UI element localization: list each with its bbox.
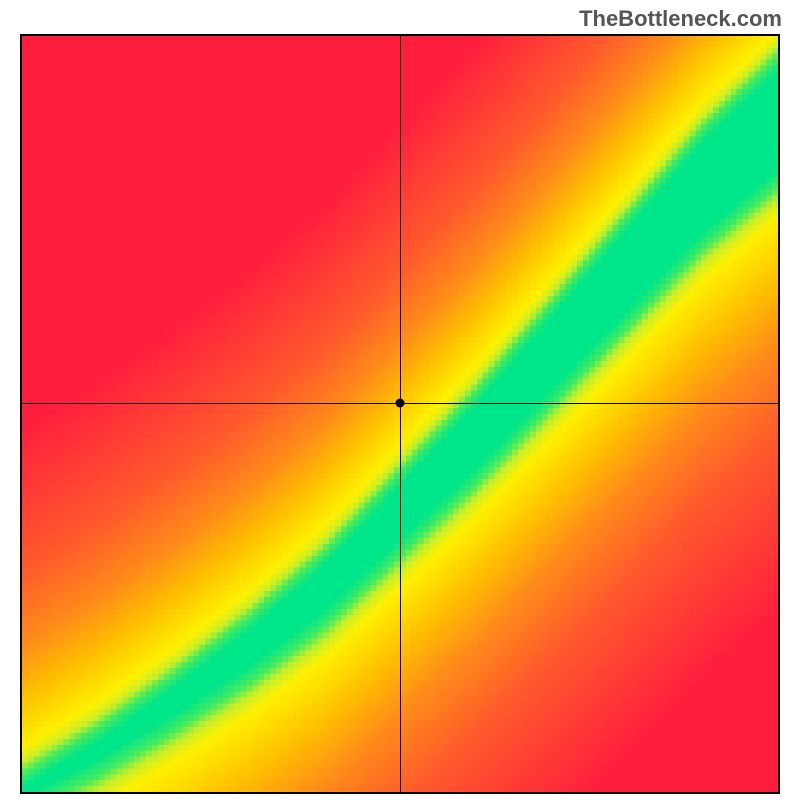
crosshair-marker bbox=[396, 398, 405, 407]
heatmap-plot bbox=[20, 34, 780, 794]
crosshair-vertical bbox=[400, 36, 401, 792]
watermark-text: TheBottleneck.com bbox=[579, 6, 782, 32]
